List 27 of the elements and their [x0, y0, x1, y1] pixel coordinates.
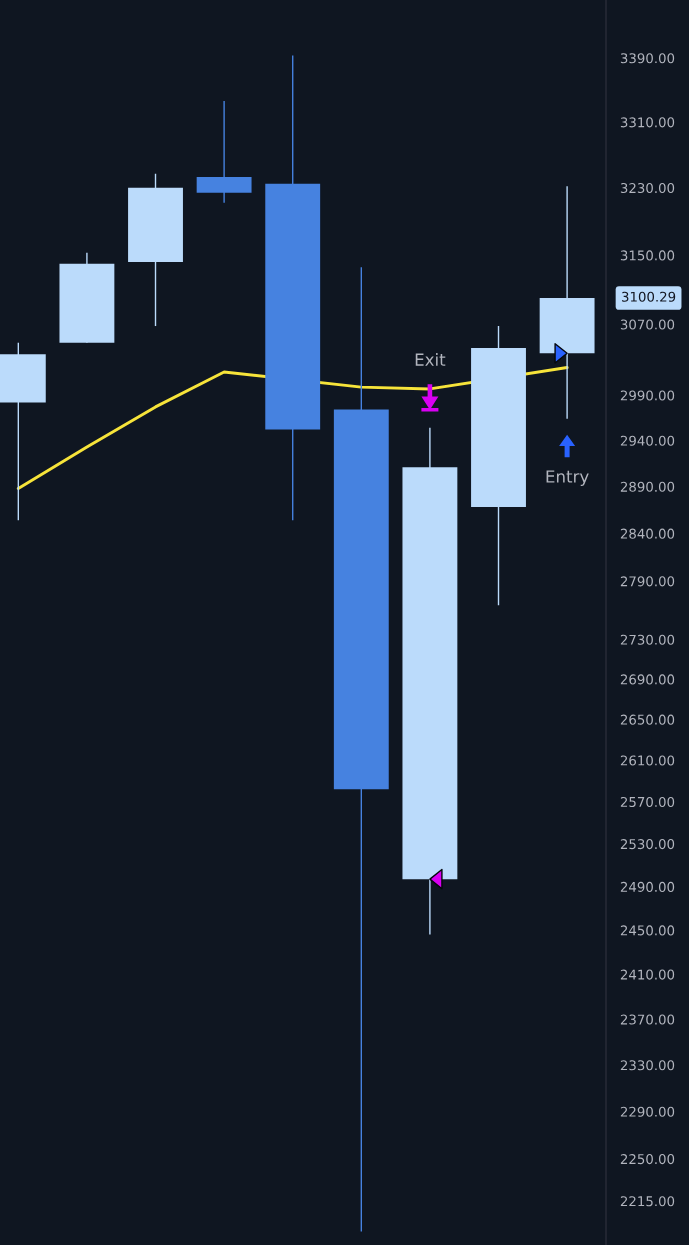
text: 3100.29	[622, 291, 676, 302]
y-tick-label: 3310.00	[620, 117, 675, 128]
y-tick-label: 2690.00	[620, 674, 675, 685]
y-tick-label: 3390.00	[620, 53, 675, 64]
y-tick-label: 3230.00	[620, 183, 675, 194]
y-tick-label: 3150.00	[620, 250, 675, 261]
series-label: Entry	[546, 470, 589, 486]
y-tick-label: 3070.00	[620, 319, 675, 330]
y-tick-label: 2730.00	[620, 634, 675, 645]
y-tick-label: 2215.00	[620, 1196, 675, 1207]
y-tick-label: 2370.00	[620, 1014, 675, 1025]
y-tick-label: 2940.00	[620, 435, 675, 446]
series-label: Exit	[415, 353, 446, 366]
y-tick-label: 2330.00	[620, 1060, 675, 1071]
y-tick-label: 2530.00	[620, 839, 675, 850]
y-tick-label: 2890.00	[620, 481, 675, 492]
y-tick-label: 2990.00	[620, 390, 675, 401]
y-tick-label: 2570.00	[620, 796, 675, 807]
y-tick-label: 2250.00	[620, 1154, 675, 1165]
y-tick-label: 2490.00	[620, 881, 675, 892]
y-tick-label: 2650.00	[620, 714, 675, 725]
y-tick-label: 2610.00	[620, 755, 675, 766]
y-tick-label: 2410.00	[620, 969, 675, 980]
y-tick-label: 2290.00	[620, 1106, 675, 1117]
y-tick-label: 2790.00	[620, 576, 675, 587]
y-tick-label: 2840.00	[620, 528, 675, 539]
y-tick-label: 2450.00	[620, 925, 675, 936]
